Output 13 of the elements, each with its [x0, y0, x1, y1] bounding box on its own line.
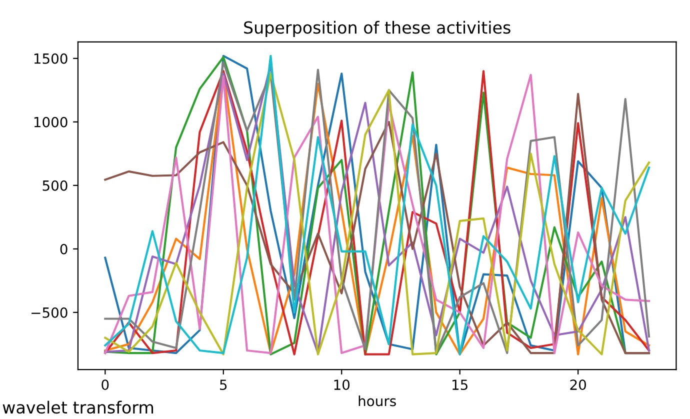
- x-tick-label: 10: [334, 380, 350, 390]
- x-tick-label: 15: [452, 380, 468, 390]
- chart-title: Superposition of these activities: [244, 20, 510, 38]
- y-tick-label: −500: [32, 307, 68, 318]
- text: wavelet transform: [2, 400, 154, 414]
- y-tick-label: 1500: [34, 53, 68, 64]
- x-axis-title: hours: [358, 396, 396, 406]
- y-tick-label: 0: [60, 244, 68, 254]
- y-tick-label: 500: [42, 180, 68, 191]
- x-tick-label: 20: [570, 380, 586, 390]
- x-tick-label: 0: [102, 380, 109, 390]
- x-tick-label: 5: [220, 380, 227, 390]
- y-tick-label: 1000: [34, 116, 68, 128]
